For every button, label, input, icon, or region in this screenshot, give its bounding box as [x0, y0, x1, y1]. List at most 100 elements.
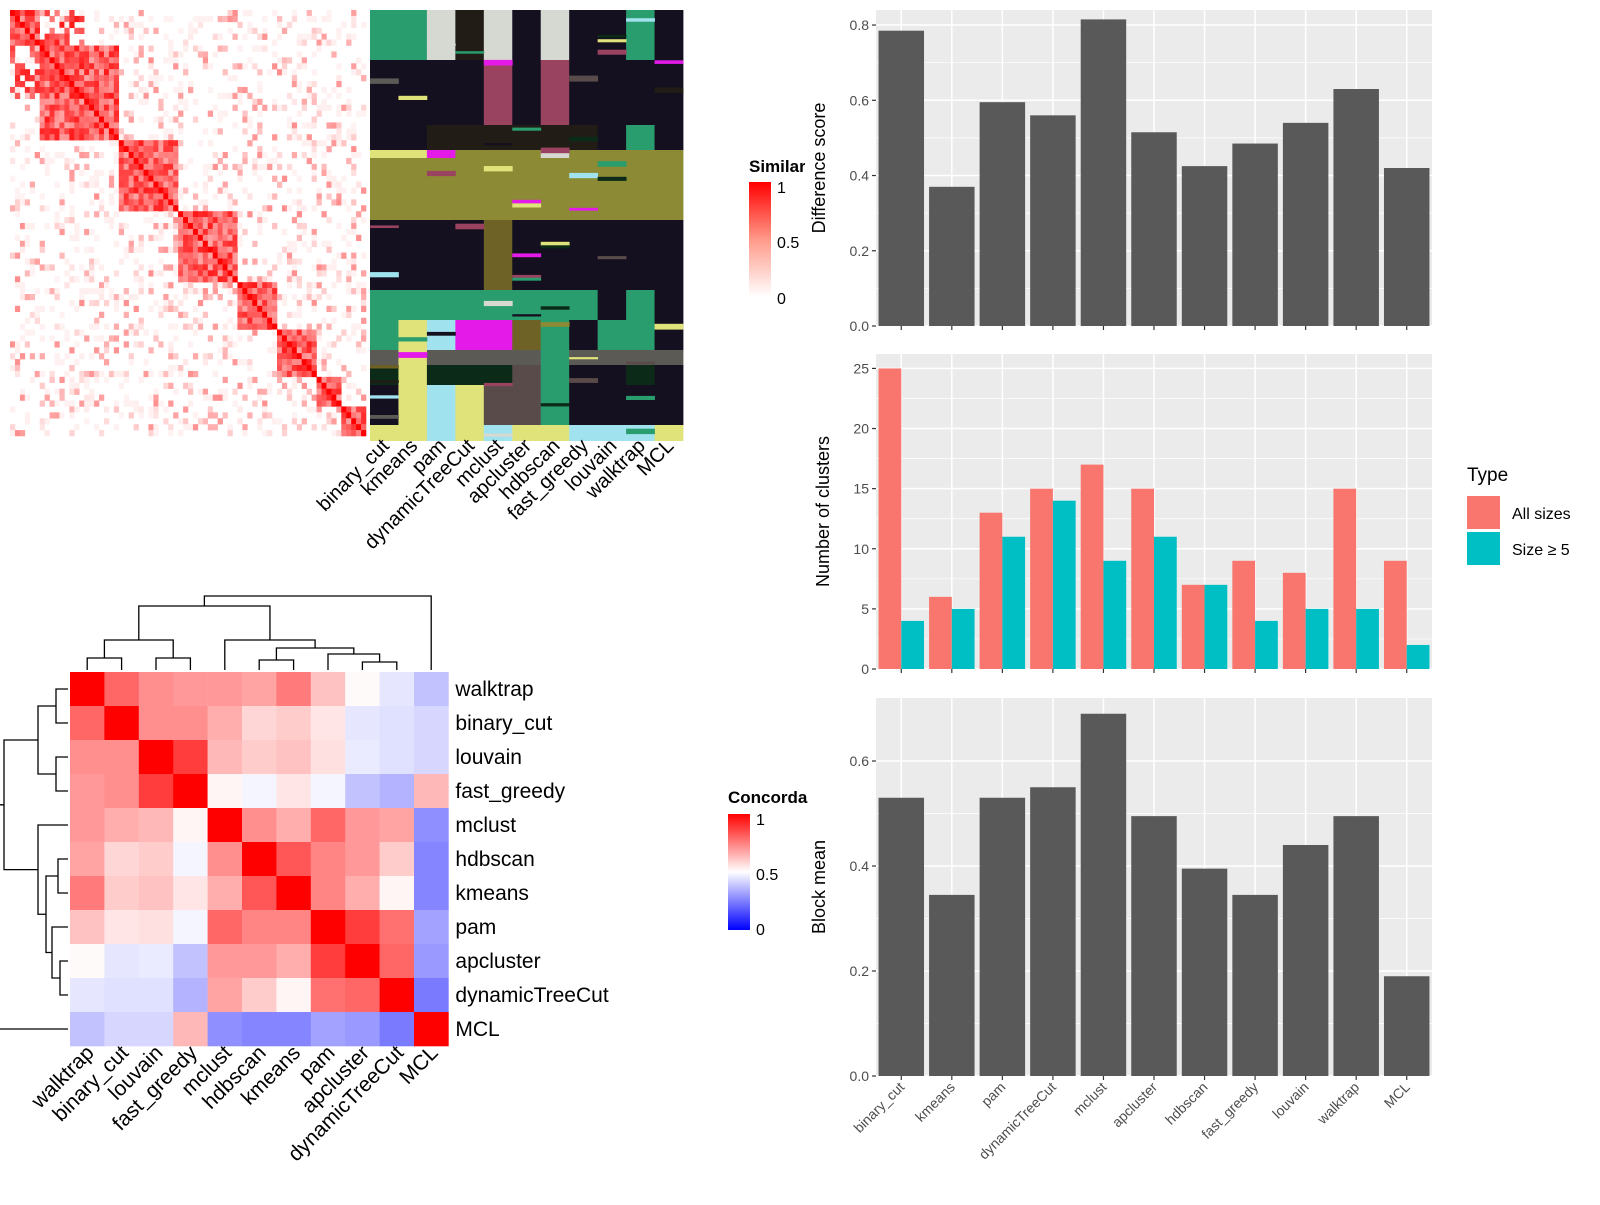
- similarity-cell: [291, 98, 298, 105]
- similarity-cell: [148, 394, 154, 401]
- similarity-cell: [227, 282, 233, 289]
- similarity-cell: [59, 394, 65, 401]
- similarity-cell: [237, 282, 243, 289]
- similarity-cell: [89, 370, 95, 378]
- similarity-cell: [286, 122, 293, 129]
- similarity-cell: [128, 294, 134, 301]
- label-cell: [512, 10, 542, 60]
- concordance-row-label-binary-cut: binary_cut: [455, 712, 552, 735]
- similarity-cell: [197, 288, 204, 295]
- similarity-cell: [321, 240, 327, 247]
- label-cell: [540, 365, 570, 385]
- similarity-cell: [59, 205, 65, 212]
- similarity-cell: [69, 276, 75, 283]
- similarity-cell: [192, 270, 199, 277]
- similarity-cell: [222, 258, 228, 265]
- similarity-cell: [316, 282, 322, 289]
- similarity-cell: [321, 388, 327, 395]
- bar-walktrap: [1333, 816, 1379, 1077]
- similarity-cell: [217, 246, 223, 253]
- similarity-cell: [346, 86, 352, 94]
- similarity-cell: [232, 223, 238, 230]
- similarity-cell: [148, 406, 154, 413]
- similarity-cell: [79, 264, 85, 271]
- similarity-cell: [321, 424, 327, 431]
- label-stripe: [398, 229, 428, 234]
- similarity-cell: [227, 299, 233, 307]
- similarity-cell: [331, 199, 337, 206]
- similarity-cell: [24, 128, 31, 135]
- similarity-cell: [143, 187, 149, 194]
- similarity-cell: [59, 15, 65, 23]
- similarity-cell: [143, 152, 149, 159]
- label-stripe: [540, 306, 570, 310]
- similarity-cell: [49, 288, 55, 295]
- similarity-cell: [173, 270, 179, 277]
- similarity-cell: [301, 140, 307, 147]
- similarity-cell: [291, 240, 298, 247]
- similarity-cell: [138, 140, 144, 147]
- similarity-cell: [316, 394, 322, 401]
- similarity-cell: [301, 418, 307, 425]
- similarity-cell: [173, 187, 179, 194]
- similarity-cell: [183, 187, 189, 194]
- concordance-cell-hdbscan-mcl: [414, 842, 449, 877]
- similarity-cell: [143, 181, 149, 188]
- similarity-cell: [232, 104, 238, 111]
- similarity-cell: [286, 353, 293, 360]
- similarity-cell: [14, 86, 21, 94]
- similarity-cell: [257, 175, 263, 182]
- similarity-cell: [306, 388, 312, 395]
- similarity-cell: [326, 388, 332, 395]
- similarity-cell: [99, 169, 105, 176]
- similarity-cell: [148, 140, 154, 147]
- concordance-cell-louvain-mclust: [207, 740, 243, 775]
- similarity-cell: [183, 288, 189, 295]
- similarity-cell: [138, 181, 144, 188]
- similarity-cell: [84, 75, 90, 82]
- similarity-cell: [173, 152, 179, 159]
- concordance-cell-fast-greedy-apcluster: [345, 774, 380, 809]
- similarity-cell: [202, 163, 209, 171]
- similarity-cell: [133, 294, 139, 301]
- similarity-cell: [207, 394, 214, 401]
- similarity-cell: [351, 430, 357, 437]
- concordance-row-label-pam: pam: [455, 916, 496, 939]
- similarity-cell: [168, 305, 174, 313]
- similarity-cell: [336, 104, 342, 111]
- similarity-cell: [296, 359, 303, 366]
- similarity-cell: [94, 57, 100, 64]
- similarity-cell: [178, 223, 184, 230]
- similarity-cell: [94, 424, 100, 431]
- similarity-cell: [153, 223, 159, 230]
- similarity-cell: [49, 305, 55, 313]
- similarity-cell: [59, 98, 65, 105]
- similarity-cell: [272, 134, 278, 141]
- label-stripe: [398, 95, 428, 100]
- similarity-cell: [143, 27, 149, 34]
- similarity-cell: [291, 10, 298, 17]
- similarity-cell: [69, 406, 75, 413]
- similarity-cell: [188, 246, 194, 253]
- similarity-cell: [222, 181, 228, 188]
- similarity-cell: [188, 228, 194, 236]
- similarity-cell: [346, 406, 352, 413]
- similarity-cell: [143, 86, 149, 94]
- similarity-cell: [108, 193, 115, 200]
- similarity-cell: [197, 317, 204, 324]
- similarity-cell: [341, 406, 347, 413]
- similarity-cell: [163, 169, 169, 176]
- similarity-cell: [237, 305, 243, 313]
- similarity-cell: [227, 211, 233, 218]
- similarity-cell: [351, 258, 357, 265]
- similarity-cell: [237, 335, 243, 342]
- similarity-legend-bar: [749, 182, 771, 297]
- similarity-cell: [10, 51, 16, 58]
- similarity-cell: [84, 382, 90, 389]
- similarity-cell: [103, 128, 110, 135]
- similarity-cell: [188, 86, 194, 94]
- similarity-cell: [158, 193, 164, 200]
- similarity-cell: [94, 323, 100, 330]
- concordance-cell-hdbscan-dynamictreecut: [379, 842, 415, 877]
